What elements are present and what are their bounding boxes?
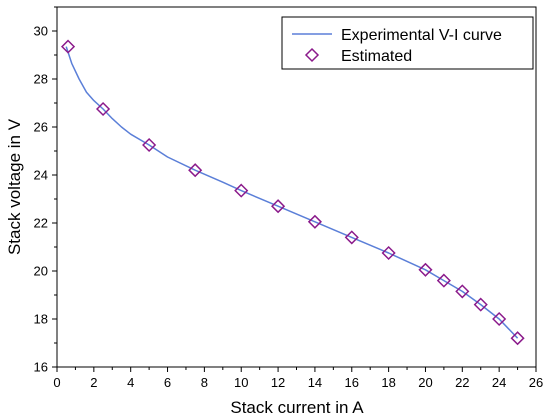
estimated-point xyxy=(271,199,286,214)
x-tick-label: 26 xyxy=(529,375,543,390)
y-tick-label: 26 xyxy=(34,120,48,135)
estimated-point xyxy=(307,214,322,229)
estimated-point xyxy=(418,262,433,277)
x-tick-label: 14 xyxy=(308,375,322,390)
x-tick-label: 12 xyxy=(271,375,285,390)
legend: Experimental V-I curve Estimated xyxy=(281,16,534,70)
y-tick-label: 20 xyxy=(34,264,48,279)
estimated-point xyxy=(142,137,157,153)
x-tick-label: 24 xyxy=(492,375,506,390)
legend-marker-swatch xyxy=(304,47,320,63)
x-tick-label: 20 xyxy=(418,375,432,390)
estimated-point xyxy=(510,331,525,346)
legend-box xyxy=(281,16,534,70)
y-tick-label: 16 xyxy=(34,360,48,375)
legend-label-estimated: Estimated xyxy=(341,48,412,65)
legend-label-experimental: Experimental V-I curve xyxy=(341,27,502,44)
estimated-point xyxy=(344,230,359,245)
estimated-point xyxy=(492,311,507,327)
x-tick-label: 6 xyxy=(164,375,171,390)
estimated-point xyxy=(436,273,451,288)
x-tick-label: 2 xyxy=(90,375,97,390)
x-tick-label: 10 xyxy=(234,375,248,390)
x-tick-label: 4 xyxy=(127,375,134,390)
estimated-point xyxy=(95,101,111,117)
y-tick-label: 22 xyxy=(34,216,48,231)
x-tick-label: 16 xyxy=(345,375,359,390)
y-tick-label: 30 xyxy=(34,24,48,39)
series-line-experimental xyxy=(65,46,519,339)
y-tick-label: 28 xyxy=(34,72,48,87)
estimated-point xyxy=(234,183,249,198)
y-axis-title: Stack voltage in V xyxy=(5,118,24,255)
x-tick-label: 8 xyxy=(201,375,208,390)
estimated-point xyxy=(455,284,470,299)
estimated-point xyxy=(381,245,396,261)
estimated-point xyxy=(473,297,488,312)
estimated-point xyxy=(60,39,76,54)
x-tick-label: 0 xyxy=(53,375,60,390)
x-tick-label: 22 xyxy=(455,375,469,390)
estimated-point xyxy=(188,163,203,178)
y-tick-label: 24 xyxy=(34,168,48,183)
y-tick-label: 18 xyxy=(34,312,48,327)
x-tick-label: 18 xyxy=(381,375,395,390)
x-axis-title: Stack current in A xyxy=(230,398,364,417)
